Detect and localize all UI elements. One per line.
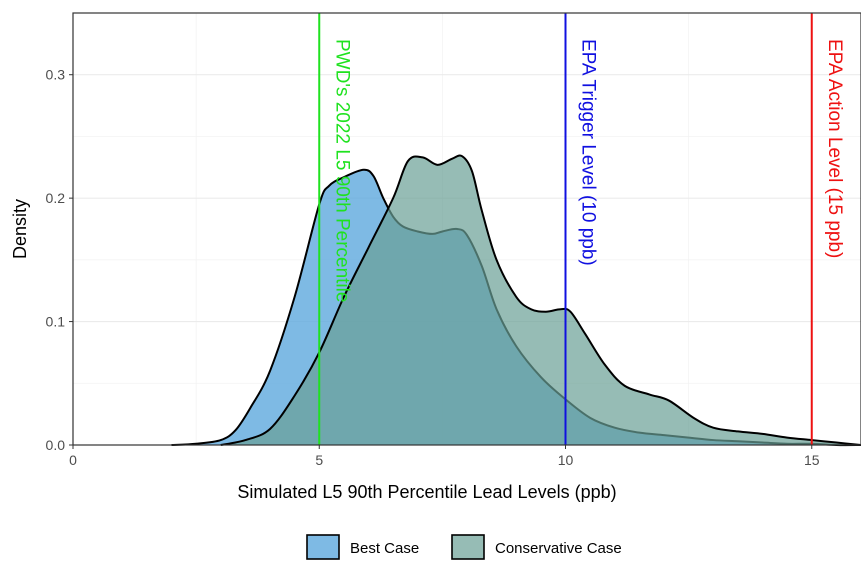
x-tick-label: 5 xyxy=(315,452,323,468)
legend-label-conservative-case: Conservative Case xyxy=(495,540,622,557)
legend-swatch-conservative-case xyxy=(452,535,484,559)
y-tick-label: 0.1 xyxy=(46,314,66,330)
reference-label-pwd-s-2022-l5-90th-percentile: PWD's 2022 L5 90th Percentile xyxy=(331,39,352,302)
y-tick-label: 0.3 xyxy=(46,67,66,83)
legend: Best Case Conservative Case xyxy=(307,535,622,559)
legend-label-best-case: Best Case xyxy=(350,540,419,557)
x-tick-label: 15 xyxy=(804,452,820,468)
legend-swatch-best-case xyxy=(307,535,339,559)
x-tick-label: 0 xyxy=(69,452,77,468)
reference-label-epa-trigger-level-10-ppb: EPA Trigger Level (10 ppb) xyxy=(578,39,599,266)
y-axis-title: Density xyxy=(10,199,30,259)
reference-label-epa-action-level-15-ppb: EPA Action Level (15 ppb) xyxy=(824,39,845,258)
y-tick-label: 0.0 xyxy=(46,437,66,453)
x-axis-title: Simulated L5 90th Percentile Lead Levels… xyxy=(237,482,616,502)
y-tick-label: 0.2 xyxy=(46,190,66,206)
x-tick-label: 10 xyxy=(558,452,574,468)
